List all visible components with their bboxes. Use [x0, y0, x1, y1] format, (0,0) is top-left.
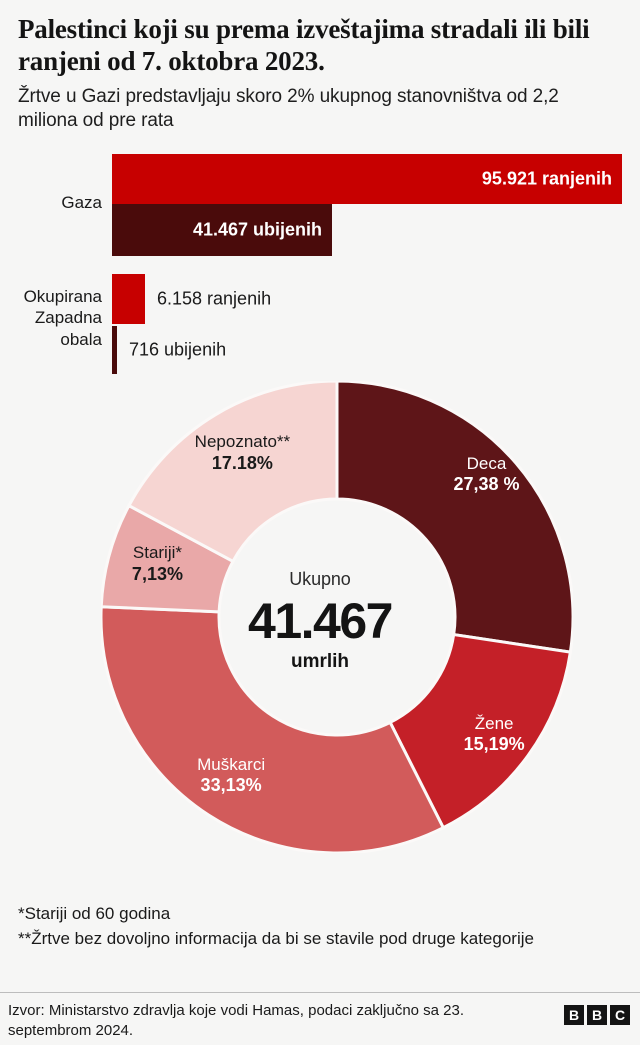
donut-slice [126, 381, 339, 564]
bar-value-label: 41.467 ubijenih [192, 219, 322, 240]
page-subtitle: Žrtve u Gazi predstavljaju skoro 2% ukup… [18, 85, 559, 132]
donut-slice-name: Stariji* [132, 543, 183, 563]
donut-slice-name: Žene [474, 714, 514, 734]
bbc-logo-letter: B [587, 1005, 607, 1025]
bar-value-label: 95.921 ranjenih [481, 168, 612, 189]
page-title: Palestinci koji su prema izveštajima str… [18, 14, 590, 76]
bar-chart: Gaza Okupirana Zapadna obala 95.921 ranjen… [0, 146, 640, 381]
donut-slice-name: Nepoznato** [194, 432, 291, 452]
donut-center-caption: Ukupno [289, 569, 351, 590]
donut-slice-label: Žene 15,19% [464, 714, 525, 756]
bar-west-bank-injured: 6.158 ranjenih [112, 274, 271, 325]
bar-gaza-injured: 95.921 ranjenih [112, 154, 622, 205]
bar-west-bank-killed: 716 ubijenih [112, 326, 226, 375]
donut-slice-percent: 33,13% [200, 775, 262, 796]
donut-slice [388, 632, 573, 830]
bbc-logo-letter: C [610, 1005, 630, 1025]
footnote-elderly: *Stariji od 60 godina [18, 904, 171, 923]
donut-slice-percent: 7,13% [131, 563, 183, 584]
footer-divider [0, 992, 640, 993]
footer: Izvor: Ministarstvo zdravlja koje vodi H… [0, 993, 640, 1045]
donut-svg [101, 381, 573, 854]
footnotes: *Stariji od 60 godina **Žrtve bez dovolj… [18, 903, 622, 953]
footnote-unknown: **Žrtve bez dovoljno informacija da bi s… [18, 928, 534, 948]
header: Palestinci koji su prema izveštajima str… [0, 0, 640, 134]
donut-slice-percent: 17.18% [211, 452, 273, 473]
donut-chart: Ukupno 41.467 umrlih Deca 27,38 % Žene 15,1… [0, 381, 640, 861]
donut-slice-label: Deca 27,38 % [453, 454, 519, 496]
source-text: Izvor: Ministarstvo zdravlja koje vodi H… [8, 1002, 465, 1039]
bar-group-label-gaza: Gaza [61, 193, 102, 213]
donut-slice-name: Deca [466, 454, 507, 474]
bbc-logo: B B C [564, 1005, 630, 1025]
bar-value-label: 6.158 ranjenih [157, 288, 272, 309]
donut-slice-label: Muškarci 33,13% [197, 755, 265, 797]
bbc-logo-letter: B [564, 1005, 584, 1025]
bar-value-label: 716 ubijenih [129, 339, 227, 360]
donut-slice [335, 381, 573, 654]
donut-center-total: Ukupno 41.467 umrlih [210, 569, 430, 673]
bar-group-label-west-bank: Okupirana Zapadna obala [23, 287, 102, 349]
donut-center-sublabel: umrlih [290, 651, 350, 673]
donut-slice-label: Stariji* 7,13% [132, 543, 183, 585]
donut-slice-percent: 27,38 % [453, 474, 520, 495]
donut-slice [101, 605, 446, 854]
bar-gaza-killed: 41.467 ubijenih [112, 204, 332, 257]
donut-slice-percent: 15,19% [463, 734, 525, 755]
donut-slice-label: Nepoznato** 17.18% [195, 432, 290, 474]
donut-slice-name: Muškarci [197, 754, 266, 774]
donut-center-value: 41.467 [248, 593, 393, 650]
